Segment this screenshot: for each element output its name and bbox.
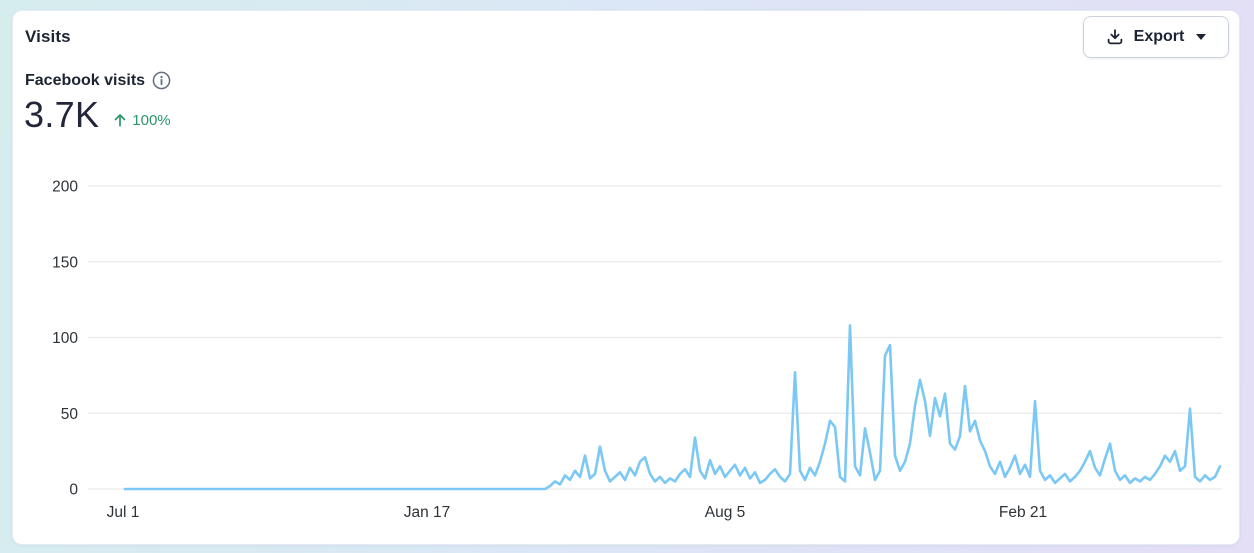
- info-icon[interactable]: [152, 71, 171, 90]
- y-axis-label: 200: [52, 179, 78, 196]
- download-icon: [1107, 29, 1122, 45]
- chevron-down-icon: [1196, 34, 1207, 40]
- y-axis-label: 150: [52, 254, 78, 271]
- x-axis-label: Feb 21: [999, 504, 1047, 521]
- export-button[interactable]: Export: [1083, 16, 1229, 58]
- metric-label: Facebook visits: [25, 71, 146, 89]
- metric-value-row: 3.7K 100%: [24, 96, 171, 134]
- export-button-label: Export: [1133, 28, 1185, 45]
- metric-value: 3.7K: [24, 94, 100, 135]
- x-axis-label: Aug 5: [705, 504, 746, 521]
- metric-change-badge: 100%: [112, 111, 171, 129]
- metric-change-value: 100%: [132, 111, 171, 129]
- arrow-up-icon: [114, 114, 126, 127]
- x-axis-label: Jul 1: [107, 504, 140, 521]
- page-title: Visits: [25, 27, 71, 46]
- y-axis-label: 50: [61, 406, 79, 423]
- metric-header: Facebook visits: [25, 71, 171, 90]
- visits-line-series: [123, 324, 1222, 491]
- x-axis-label: Jan 17: [404, 504, 451, 521]
- visits-panel: [12, 10, 1240, 545]
- y-axis-label: 0: [69, 482, 78, 499]
- y-axis-label: 100: [52, 330, 78, 347]
